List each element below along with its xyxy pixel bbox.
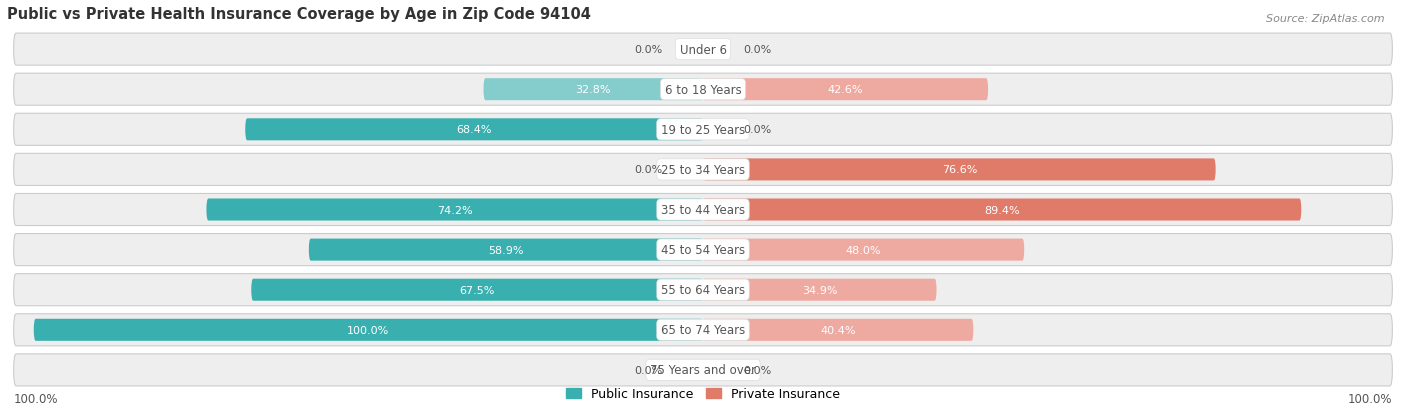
FancyBboxPatch shape — [14, 354, 1392, 386]
FancyBboxPatch shape — [703, 239, 1024, 261]
Text: 40.4%: 40.4% — [821, 325, 856, 335]
Text: 0.0%: 0.0% — [634, 165, 662, 175]
FancyBboxPatch shape — [484, 79, 703, 101]
Text: Under 6: Under 6 — [679, 43, 727, 57]
Text: 35 to 44 Years: 35 to 44 Years — [661, 204, 745, 216]
FancyBboxPatch shape — [14, 74, 1392, 106]
Text: 45 to 54 Years: 45 to 54 Years — [661, 244, 745, 256]
Text: 100.0%: 100.0% — [347, 325, 389, 335]
Text: 67.5%: 67.5% — [460, 285, 495, 295]
Text: 42.6%: 42.6% — [828, 85, 863, 95]
Text: 55 to 64 Years: 55 to 64 Years — [661, 283, 745, 297]
FancyBboxPatch shape — [14, 274, 1392, 306]
Text: 0.0%: 0.0% — [744, 125, 772, 135]
FancyBboxPatch shape — [703, 79, 988, 101]
Text: 32.8%: 32.8% — [575, 85, 612, 95]
FancyBboxPatch shape — [245, 119, 703, 141]
FancyBboxPatch shape — [14, 234, 1392, 266]
Legend: Public Insurance, Private Insurance: Public Insurance, Private Insurance — [561, 382, 845, 405]
Text: 76.6%: 76.6% — [942, 165, 977, 175]
FancyBboxPatch shape — [34, 319, 703, 341]
Text: 0.0%: 0.0% — [744, 365, 772, 375]
FancyBboxPatch shape — [14, 314, 1392, 346]
FancyBboxPatch shape — [14, 114, 1392, 146]
FancyBboxPatch shape — [309, 239, 703, 261]
Text: 75 Years and over: 75 Years and over — [650, 363, 756, 377]
Text: 6 to 18 Years: 6 to 18 Years — [665, 83, 741, 97]
FancyBboxPatch shape — [14, 154, 1392, 186]
FancyBboxPatch shape — [252, 279, 703, 301]
Text: Source: ZipAtlas.com: Source: ZipAtlas.com — [1267, 14, 1385, 24]
Text: 58.9%: 58.9% — [488, 245, 523, 255]
Text: 48.0%: 48.0% — [846, 245, 882, 255]
FancyBboxPatch shape — [703, 279, 936, 301]
FancyBboxPatch shape — [703, 199, 1302, 221]
Text: 65 to 74 Years: 65 to 74 Years — [661, 323, 745, 337]
Text: 34.9%: 34.9% — [801, 285, 838, 295]
FancyBboxPatch shape — [14, 34, 1392, 66]
Text: 74.2%: 74.2% — [437, 205, 472, 215]
Text: Public vs Private Health Insurance Coverage by Age in Zip Code 94104: Public vs Private Health Insurance Cover… — [7, 7, 591, 22]
Text: 19 to 25 Years: 19 to 25 Years — [661, 123, 745, 136]
Text: 100.0%: 100.0% — [14, 392, 58, 405]
FancyBboxPatch shape — [703, 159, 1216, 181]
Text: 89.4%: 89.4% — [984, 205, 1019, 215]
Text: 68.4%: 68.4% — [457, 125, 492, 135]
Text: 25 to 34 Years: 25 to 34 Years — [661, 164, 745, 176]
Text: 0.0%: 0.0% — [744, 45, 772, 55]
Text: 100.0%: 100.0% — [1348, 392, 1392, 405]
Text: 0.0%: 0.0% — [634, 365, 662, 375]
FancyBboxPatch shape — [207, 199, 703, 221]
Text: 0.0%: 0.0% — [634, 45, 662, 55]
FancyBboxPatch shape — [14, 194, 1392, 226]
FancyBboxPatch shape — [703, 319, 973, 341]
